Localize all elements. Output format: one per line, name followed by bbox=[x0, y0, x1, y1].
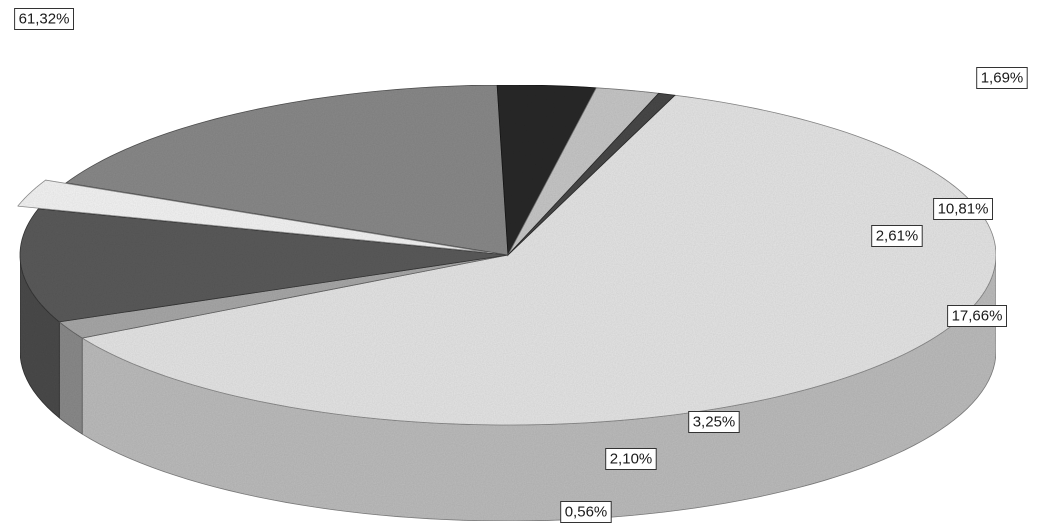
data-label-text: 1,69% bbox=[981, 70, 1024, 87]
data-label-text: 2,10% bbox=[610, 451, 653, 468]
pie-slice bbox=[507, 87, 660, 256]
pie-slice bbox=[19, 208, 509, 323]
pie-slice bbox=[65, 84, 509, 256]
pie-slice bbox=[81, 94, 997, 426]
data-labels: 61,32% 1,69% 10,81% 2,61% 17,66% 3,25% 2,10% 0,… bbox=[14, 8, 1028, 523]
data-label-box bbox=[871, 225, 923, 247]
pie-sides bbox=[19, 254, 997, 522]
pie-slice bbox=[58, 254, 509, 339]
data-label: 1,69% bbox=[976, 67, 1028, 89]
data-label: 61,32% bbox=[14, 8, 75, 30]
data-label-box bbox=[688, 411, 740, 433]
data-label-text: 0,56% bbox=[565, 504, 608, 521]
data-label: 10,81% bbox=[933, 198, 993, 220]
data-label-box bbox=[933, 198, 993, 220]
data-label: 0,56% bbox=[560, 501, 612, 523]
data-label-box bbox=[560, 501, 612, 523]
data-label-box bbox=[14, 8, 75, 30]
data-label-box bbox=[605, 448, 657, 470]
data-label: 2,61% bbox=[871, 225, 923, 247]
data-label-text: 2,61% bbox=[876, 228, 919, 245]
pie-slices bbox=[16, 84, 997, 426]
data-label-text: 10,81% bbox=[938, 201, 989, 218]
data-label: 3,25% bbox=[688, 411, 740, 433]
data-label-box bbox=[976, 67, 1028, 89]
data-label: 2,10% bbox=[605, 448, 657, 470]
data-label: 17,66% bbox=[947, 305, 1007, 327]
pie-slice-side bbox=[58, 321, 83, 435]
pie-slice bbox=[16, 179, 488, 253]
data-label-text: 3,25% bbox=[693, 414, 736, 431]
data-label-box bbox=[947, 305, 1007, 327]
data-label-text: 61,32% bbox=[19, 11, 70, 28]
pie-slice bbox=[496, 84, 597, 257]
pie-slice bbox=[507, 92, 676, 256]
data-label-text: 17,66% bbox=[952, 308, 1003, 325]
